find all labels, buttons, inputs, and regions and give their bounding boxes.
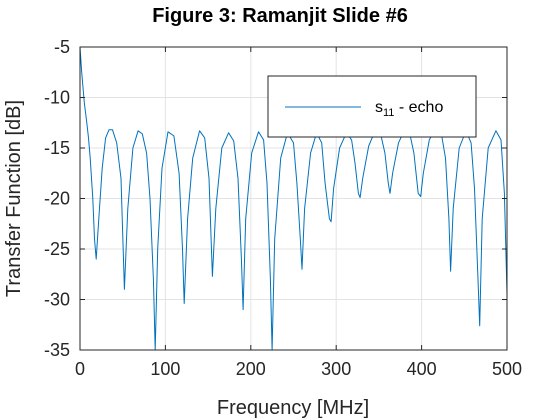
legend-entry: s11 - echo (375, 99, 443, 119)
y-axis-label: Transfer Function [dB] (3, 100, 25, 297)
x-axis-ticks: 0 100 200 300 400 500 (75, 47, 522, 379)
x-tick-label: 200 (236, 359, 266, 379)
x-tick-label: 400 (407, 359, 437, 379)
x-tick-label: 100 (150, 359, 180, 379)
y-axis-ticks: -5 -10 -15 -20 -25 -30 -35 (44, 37, 507, 360)
x-tick-label: 500 (492, 359, 522, 379)
y-tick-label: -20 (44, 189, 70, 209)
y-tick-label: -30 (44, 290, 70, 310)
y-tick-label: -35 (44, 340, 70, 360)
x-tick-label: 0 (75, 359, 85, 379)
y-tick-label: -15 (44, 138, 70, 158)
y-tick-label: -10 (44, 88, 70, 108)
legend: s11 - echo (267, 75, 477, 138)
y-tick-label: -25 (44, 239, 70, 259)
x-tick-label: 300 (321, 359, 351, 379)
x-axis-label: Frequency [MHz] (217, 397, 369, 419)
chart-title: Figure 3: Ramanjit Slide #6 (152, 5, 408, 27)
y-tick-label: -5 (54, 37, 70, 57)
